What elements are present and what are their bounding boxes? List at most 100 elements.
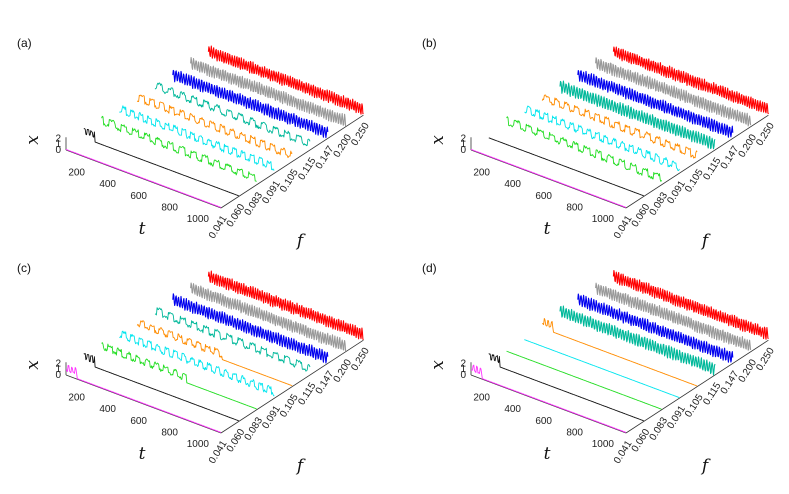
- series-line: [612, 46, 769, 115]
- f-axis-line: [220, 114, 364, 209]
- f-tick-label: 0.115: [296, 380, 318, 407]
- x-axis-title: x: [428, 135, 448, 145]
- t-axis-line: [470, 374, 627, 434]
- f-tick-label: 0.200: [737, 132, 760, 159]
- series-line: [65, 364, 222, 433]
- t-tick-label: 1000: [187, 439, 210, 450]
- f-tick-label: 0.060: [630, 202, 653, 229]
- x-tick-label: 2: [460, 358, 466, 369]
- f-tick-label: 0.115: [296, 155, 318, 182]
- series-line: [65, 148, 222, 208]
- panel-label: (c): [17, 261, 31, 275]
- f-tick-label: 0.083: [243, 190, 266, 217]
- t-tick-label: 200: [473, 168, 490, 179]
- series-line: [172, 293, 329, 364]
- x-tick-label: 0: [460, 145, 466, 156]
- t-tick-label: 800: [566, 427, 583, 438]
- f-tick-label: 0.060: [225, 202, 248, 229]
- series-line: [506, 116, 662, 182]
- x-axis-title: x: [23, 135, 43, 145]
- series-line: [595, 57, 752, 127]
- f-tick-label: 0.091: [665, 179, 688, 206]
- f-tick-label: 0.147: [719, 369, 742, 396]
- series-line: [207, 270, 364, 341]
- f-tick-label: 0.200: [332, 132, 355, 159]
- series-line: [101, 342, 257, 410]
- panel-b: (b) 200 400 600 800 10000.0410.0600.0830.091…: [422, 36, 777, 251]
- x-axis-title: x: [428, 360, 448, 370]
- x-tick-label: 0: [55, 145, 61, 156]
- series-line: [488, 353, 644, 422]
- f-tick-label: 0.250: [754, 121, 777, 148]
- f-tick-label: 0.083: [648, 190, 671, 217]
- t-tick-label: 800: [161, 202, 178, 213]
- series-line: [524, 105, 680, 172]
- series-line: [612, 269, 769, 340]
- t-tick-label: 400: [99, 404, 116, 415]
- x-tick-label: 1: [460, 364, 466, 375]
- f-tick-label: 0.147: [719, 144, 742, 171]
- f-tick-label: 0.091: [260, 179, 283, 206]
- f-tick-label: 0.041: [612, 213, 635, 240]
- t-axis-title: t: [544, 444, 551, 464]
- f-tick-label: 0.105: [683, 392, 706, 419]
- f-axis-title: f: [295, 456, 306, 476]
- f-tick-label: 0.041: [612, 438, 635, 465]
- panel-c: (c) 200 400 600 800 10000.0410.0600.0830.091…: [17, 261, 372, 476]
- t-tick-label: 1000: [187, 214, 210, 225]
- f-tick-label: 0.250: [349, 346, 372, 373]
- t-tick-label: 400: [504, 404, 521, 415]
- series-line: [488, 137, 644, 197]
- f-tick-label: 0.147: [314, 369, 337, 396]
- series-line: [541, 94, 698, 159]
- series-line: [595, 282, 752, 351]
- f-tick-label: 0.091: [665, 404, 688, 431]
- series-line: [577, 293, 734, 363]
- f-tick-label: 0.060: [225, 427, 248, 454]
- series-line: [559, 80, 716, 150]
- series-line: [559, 305, 716, 376]
- series-line: [119, 105, 275, 171]
- t-tick-label: 400: [504, 179, 521, 190]
- x-tick-label: 1: [55, 364, 61, 375]
- f-tick-label: 0.083: [648, 415, 671, 442]
- x-tick-label: 2: [55, 133, 61, 144]
- series-line: [470, 364, 627, 433]
- t-tick-label: 800: [566, 202, 583, 213]
- series-line: [524, 339, 680, 399]
- t-tick-label: 200: [473, 393, 490, 404]
- t-axis-title: t: [544, 219, 551, 239]
- t-tick-label: 1000: [592, 439, 615, 450]
- x-tick-label: 1: [55, 139, 61, 150]
- f-tick-label: 0.083: [243, 415, 266, 442]
- f-tick-label: 0.115: [701, 380, 723, 407]
- panel-d: (d) 200 400 600 800 10000.0410.0600.0830.091…: [422, 261, 777, 476]
- f-tick-label: 0.041: [207, 438, 230, 465]
- series-line: [101, 115, 257, 182]
- series-line: [190, 282, 347, 352]
- panel-label: (d): [422, 261, 437, 275]
- series-line: [190, 56, 347, 127]
- f-tick-label: 0.060: [630, 427, 653, 454]
- f-axis-title: f: [700, 231, 711, 251]
- f-axis-line: [625, 114, 769, 209]
- t-axis-title: t: [139, 444, 146, 464]
- t-tick-label: 600: [130, 191, 147, 202]
- series-line: [83, 353, 239, 422]
- f-tick-label: 0.250: [754, 346, 777, 373]
- t-axis-title: t: [139, 219, 146, 239]
- series-line: [154, 307, 311, 372]
- x-tick-label: 2: [460, 133, 466, 144]
- t-tick-label: 600: [130, 416, 147, 427]
- series-line: [542, 317, 698, 387]
- x-tick-label: 0: [460, 370, 466, 381]
- t-tick-label: 400: [99, 179, 116, 190]
- series-line: [506, 350, 662, 410]
- x-tick-label: 0: [55, 370, 61, 381]
- f-tick-label: 0.147: [314, 144, 337, 171]
- panel-a: (a) 200 400 600 800 10000.0410.0600.0830.091…: [17, 36, 372, 251]
- x-axis-title: x: [23, 360, 43, 370]
- series-line: [470, 148, 627, 208]
- f-tick-label: 0.041: [207, 213, 230, 240]
